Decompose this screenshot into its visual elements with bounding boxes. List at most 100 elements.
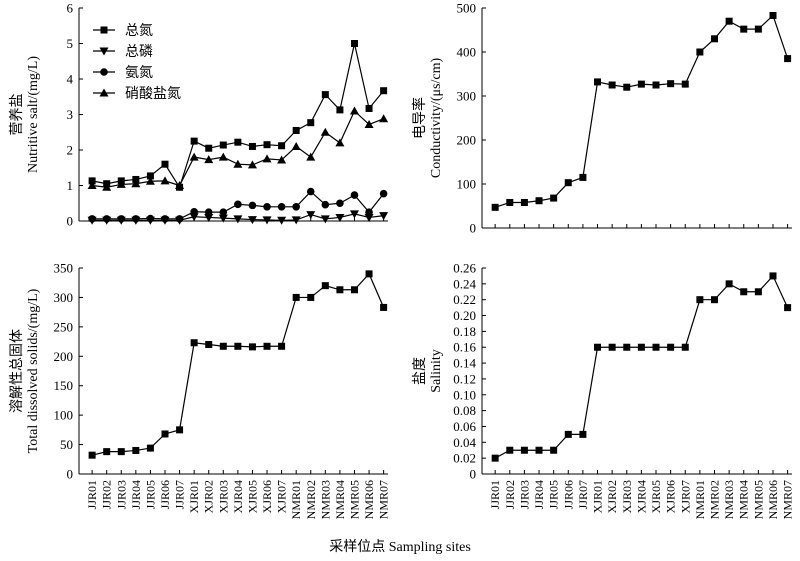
x-tick-label: NMR01 <box>693 480 707 519</box>
data-point <box>247 216 257 225</box>
legend-marker <box>99 88 109 97</box>
x-tick-label: XJR07 <box>275 480 289 513</box>
data-point <box>769 11 777 19</box>
data-point <box>233 159 243 168</box>
data-point <box>652 81 660 89</box>
y-axis-title-cn: 营养盐 <box>9 94 25 136</box>
y-tick-label: 300 <box>457 89 477 104</box>
data-point <box>349 210 359 219</box>
data-point <box>380 87 388 95</box>
y-tick-label: 100 <box>457 177 477 192</box>
data-point <box>667 343 675 351</box>
data-point <box>652 343 660 351</box>
data-point <box>277 155 287 164</box>
x-tick-label: XJR07 <box>678 480 692 513</box>
data-point <box>219 141 227 149</box>
y-tick-label: 350 <box>54 261 74 276</box>
x-tick-label: XJR06 <box>260 480 274 513</box>
data-point <box>535 446 543 454</box>
data-point <box>320 215 330 224</box>
y-axis-title-en: Salinity <box>429 349 444 393</box>
data-point <box>564 179 572 187</box>
data-point <box>132 446 140 454</box>
data-point <box>146 444 154 452</box>
series-line <box>92 109 384 188</box>
x-tick-label: NMR06 <box>362 480 376 519</box>
data-point <box>262 154 272 163</box>
data-point <box>204 208 213 216</box>
data-point <box>161 430 169 438</box>
y-tick-label: 0.06 <box>453 419 476 434</box>
data-point <box>278 342 286 350</box>
x-tick-label: JJR04 <box>129 480 143 509</box>
y-tick-label: 200 <box>457 133 477 148</box>
data-point <box>696 296 704 304</box>
data-point <box>623 83 631 91</box>
x-tick-label: JJR01 <box>85 480 99 509</box>
data-point <box>506 198 514 206</box>
data-point <box>506 446 514 454</box>
y-tick-label: 200 <box>54 349 74 364</box>
data-point <box>725 17 733 25</box>
x-tick-label: NMR03 <box>318 480 332 519</box>
y-axis-title-en: Total dissolved solids/(mg/L) <box>26 288 41 453</box>
series-1 <box>491 272 792 462</box>
y-tick-label: 0.14 <box>453 356 476 371</box>
series-1 <box>491 11 792 211</box>
x-tick-label: XJR06 <box>664 480 678 513</box>
data-point <box>336 106 344 114</box>
x-axis-title: 采样位点 Sampling sites <box>329 540 471 555</box>
data-point <box>364 119 374 128</box>
y-tick-label: 150 <box>54 378 74 393</box>
y-tick-label: 0.22 <box>453 292 476 307</box>
data-point <box>379 212 389 221</box>
x-tick-label: NMR03 <box>722 480 736 519</box>
data-point <box>725 280 733 288</box>
x-tick-label: JJR05 <box>547 480 561 509</box>
data-point <box>608 343 616 351</box>
y-tick-label: 250 <box>54 319 74 334</box>
y-tick-label: 0.24 <box>453 276 476 291</box>
y-axis-title-cn: 电导率 <box>411 97 428 139</box>
y-tick-label: 2 <box>67 143 74 158</box>
data-point <box>335 138 345 147</box>
y-tick-label: 300 <box>54 290 74 305</box>
data-point <box>364 213 374 222</box>
data-point <box>247 160 257 169</box>
chart-panel-2: 0 100 200 300 400 500 电导率 Conductivity/(μs/cm) <box>411 1 792 236</box>
data-point <box>292 126 300 134</box>
y-axis-title-cn: 溶解性总固体 <box>9 329 25 413</box>
x-tick-label: JJR07 <box>173 480 187 509</box>
x-tick-label: NMR06 <box>766 480 780 519</box>
data-point <box>336 286 344 294</box>
x-tick-label: XJR04 <box>231 480 245 513</box>
x-tick-label: JJR03 <box>517 480 531 509</box>
x-tick-label: XJR03 <box>620 480 634 513</box>
x-tick-label: XJR02 <box>605 480 619 513</box>
y-tick-label: 0.02 <box>453 451 476 466</box>
data-point <box>784 55 792 63</box>
x-tick-label: NMR02 <box>304 480 318 519</box>
data-point <box>145 176 155 185</box>
legend-label: 氨氮 <box>125 65 153 81</box>
x-tick-label: NMR05 <box>751 480 765 519</box>
data-point <box>219 342 227 350</box>
y-tick-label: 100 <box>54 408 74 423</box>
data-point <box>379 189 388 198</box>
x-tick-label: JJR01 <box>488 480 502 509</box>
data-point <box>491 454 499 462</box>
data-point <box>306 152 316 161</box>
legend-marker <box>99 47 109 56</box>
data-point <box>784 304 792 312</box>
y-tick-label: 0 <box>470 221 477 236</box>
x-tick-label: JJR05 <box>143 480 157 509</box>
y-tick-label: 0.16 <box>453 340 476 355</box>
data-point <box>146 214 155 223</box>
x-tick-label: JJR02 <box>100 480 114 509</box>
data-point <box>263 141 271 149</box>
data-point <box>335 213 345 222</box>
x-tick-label: JJR03 <box>114 480 128 509</box>
y-tick-label: 0.20 <box>453 308 476 323</box>
